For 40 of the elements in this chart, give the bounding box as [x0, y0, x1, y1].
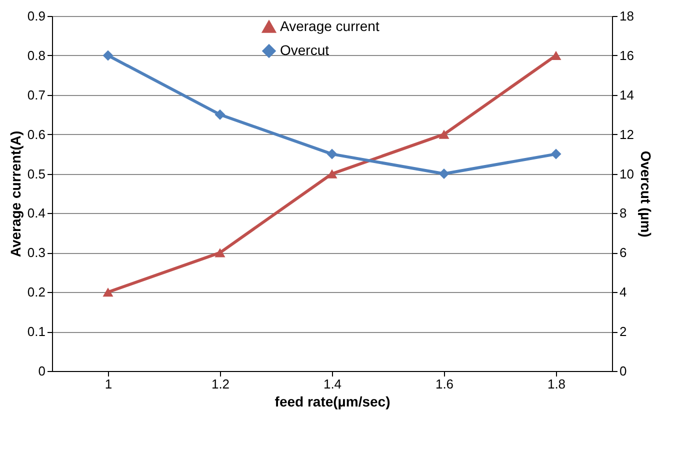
y2-tick-label: 6	[620, 245, 627, 260]
y-tick-label: 0.6	[27, 126, 46, 142]
y2-tick-label: 16	[620, 48, 634, 63]
legend-label: Overcut	[280, 42, 330, 58]
x-tick-label: 1.2	[211, 376, 230, 392]
x-tick-label: 1	[104, 376, 112, 392]
point	[214, 109, 226, 120]
y2-tick-label: 10	[620, 166, 634, 182]
x-tick-label: 1.8	[547, 376, 566, 392]
y-tick-label: 0.8	[27, 48, 46, 63]
x-tick-label: 1.4	[323, 376, 342, 392]
y-tick-label: 0.2	[27, 284, 46, 300]
y-tick-label: 0.9	[27, 8, 46, 24]
y-tick-label: 0.1	[27, 324, 46, 340]
y2-tick-label: 8	[620, 206, 627, 221]
x-tick-label: 1.6	[435, 376, 454, 392]
point	[326, 148, 338, 160]
point	[438, 168, 450, 180]
y-tick-label: 0.4	[27, 206, 46, 221]
point	[214, 248, 226, 258]
y-axis-title: Average current(A)	[7, 130, 24, 258]
y-tick-label: 0	[38, 364, 46, 378]
x-axis-title: feed rate(µm/sec)	[274, 394, 390, 410]
point	[438, 130, 450, 139]
y2-tick-label: 0	[620, 364, 627, 378]
point	[326, 169, 338, 178]
y2-tick-label: 12	[620, 126, 634, 142]
y2-tick-label: 18	[620, 8, 634, 24]
y2-tick-label: 4	[620, 284, 627, 300]
y-tick-label: 0.5	[27, 166, 46, 182]
y2-axis-title: Overcut (µm)	[638, 150, 654, 238]
legend-label: Average current	[280, 18, 380, 34]
point	[550, 50, 562, 60]
point	[102, 288, 114, 297]
y2-tick-label: 14	[620, 87, 634, 102]
point	[550, 148, 562, 160]
y2-tick-label: 2	[620, 324, 627, 340]
y-tick-label: 0.7	[27, 87, 46, 102]
y-tick-label: 0.3	[27, 245, 46, 260]
point	[102, 50, 114, 61]
